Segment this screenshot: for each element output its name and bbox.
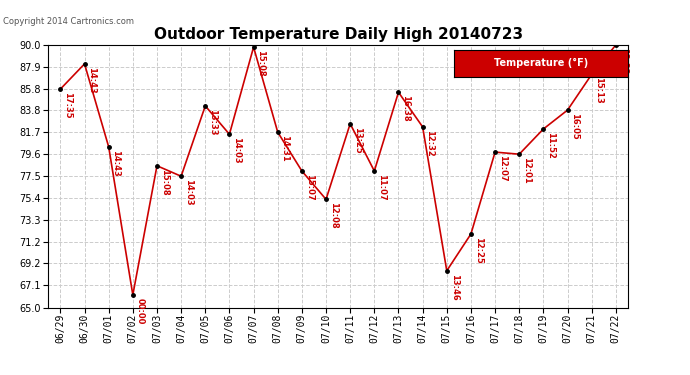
Text: 14:43: 14:43 bbox=[112, 150, 121, 176]
Text: 11:07: 11:07 bbox=[377, 174, 386, 200]
Text: 16:05: 16:05 bbox=[571, 113, 580, 140]
Text: 12:32: 12:32 bbox=[426, 130, 435, 156]
Text: 00:00: 00:00 bbox=[136, 298, 145, 324]
Text: 15:08: 15:08 bbox=[160, 168, 169, 195]
Text: 12:08: 12:08 bbox=[329, 202, 338, 229]
Text: 14:31: 14:31 bbox=[281, 135, 290, 162]
Text: 11:52: 11:52 bbox=[546, 132, 555, 159]
Text: 15:08: 15:08 bbox=[257, 50, 266, 76]
Text: 12:25: 12:25 bbox=[474, 237, 483, 264]
Text: 17:35: 17:35 bbox=[63, 92, 72, 118]
Text: 12:01: 12:01 bbox=[522, 157, 531, 184]
Text: 13:46: 13:46 bbox=[450, 273, 459, 300]
Text: 15:07: 15:07 bbox=[305, 174, 314, 200]
Text: 13:32: 13:32 bbox=[619, 48, 628, 74]
Text: 14:43: 14:43 bbox=[88, 67, 97, 93]
Text: 14:03: 14:03 bbox=[184, 179, 193, 206]
Text: Copyright 2014 Cartronics.com: Copyright 2014 Cartronics.com bbox=[3, 17, 135, 26]
Text: 14:03: 14:03 bbox=[233, 137, 241, 164]
Title: Outdoor Temperature Daily High 20140723: Outdoor Temperature Daily High 20140723 bbox=[154, 27, 522, 42]
Text: 16:38: 16:38 bbox=[402, 95, 411, 122]
Text: 12:07: 12:07 bbox=[498, 155, 507, 182]
Text: 13:33: 13:33 bbox=[208, 109, 217, 135]
Text: 15:13: 15:13 bbox=[595, 77, 604, 104]
Text: 13:25: 13:25 bbox=[353, 126, 362, 153]
